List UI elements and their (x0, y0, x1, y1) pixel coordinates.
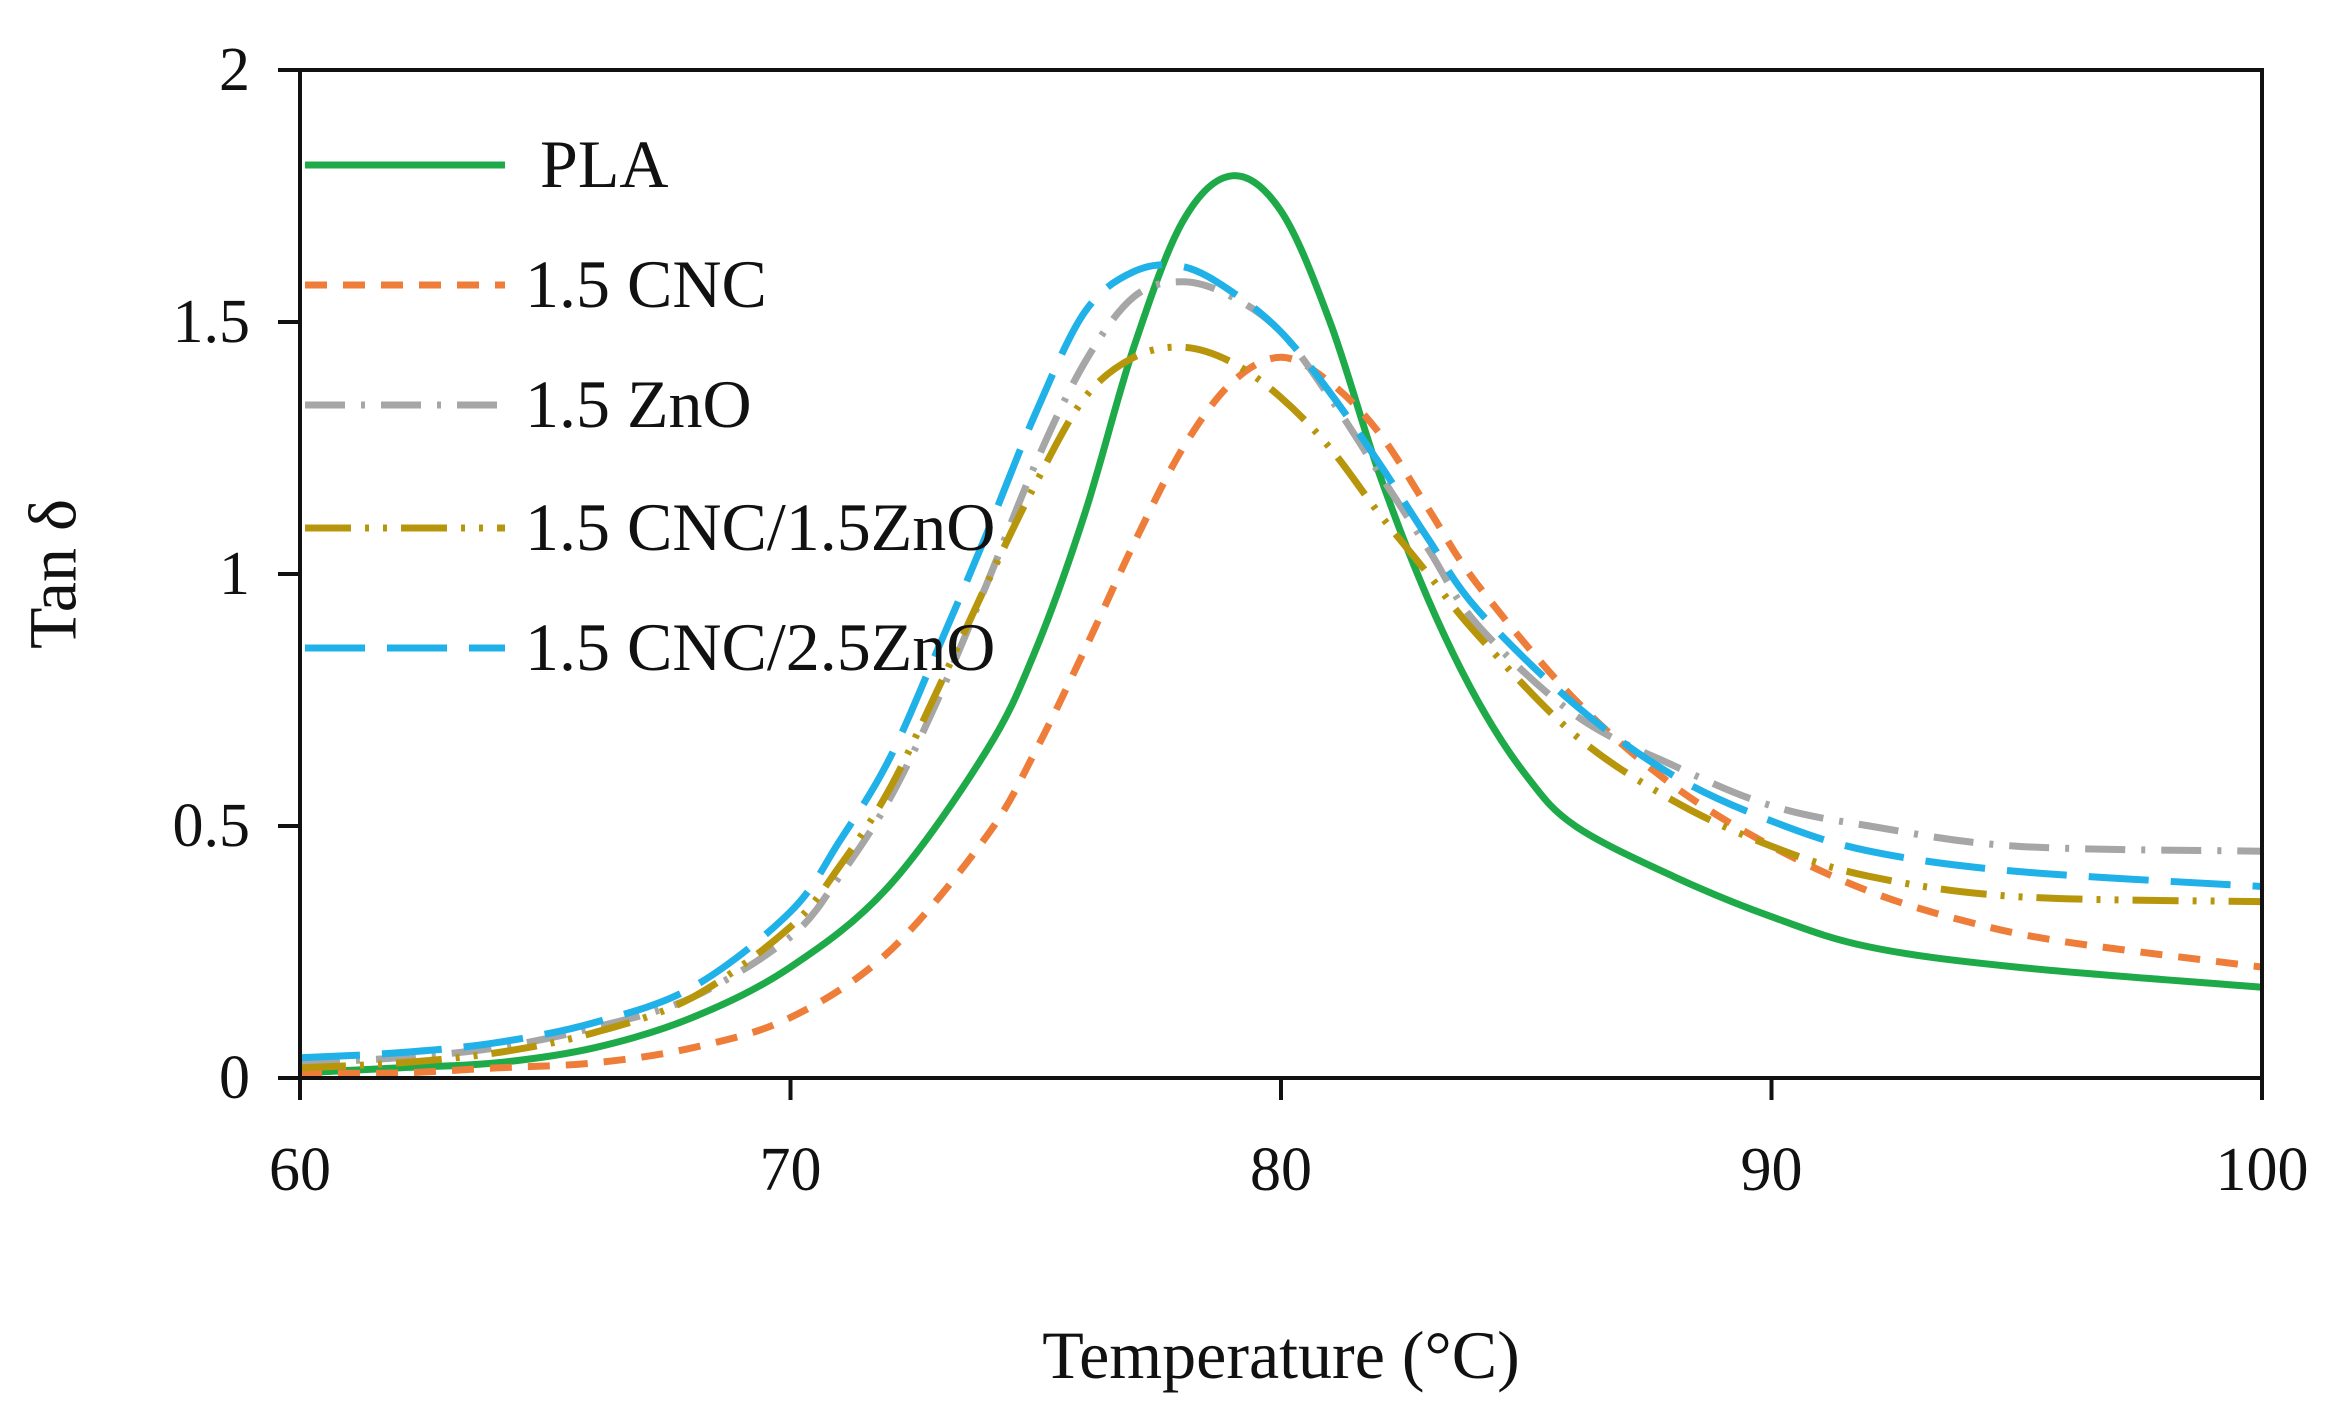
y-axis-title: Tan δ (15, 499, 91, 649)
legend: PLA 1.5 CNC 1.5 ZnO 1.5 CNC/1.5ZnO 1.5 CNC/2… (305, 126, 995, 685)
x-tick-label: 60 (269, 1136, 331, 1204)
legend-label-1-5-cnc: 1.5 CNC (525, 246, 767, 322)
y-tick-label: 0.5 (173, 792, 251, 860)
legend-label-1-5-zno: 1.5 ZnO (525, 366, 752, 442)
ticks-layer: 60 70 80 90 100 0 0.5 1 1.5 2 (173, 36, 2309, 1204)
x-tick-label: 90 (1741, 1136, 1803, 1204)
plot-frame (298, 68, 2264, 1080)
series-layer (299, 172, 2263, 1077)
x-tick-label: 70 (760, 1136, 822, 1204)
series-line-1-5-cnc-1-5zno (299, 343, 2263, 1072)
legend-label-1-5-cnc-1-5zno: 1.5 CNC/1.5ZnO (525, 489, 995, 565)
legend-label-1-5-cnc-2-5zno: 1.5 CNC/2.5ZnO (525, 609, 995, 685)
series-line-1-5-cnc (299, 353, 2263, 1077)
y-tick-label: 2 (219, 36, 250, 104)
x-axis-title: Temperature (°C) (1042, 1317, 1519, 1393)
x-tick-label: 80 (1250, 1136, 1312, 1204)
y-tick-label: 0 (219, 1044, 250, 1112)
y-tick-label: 1 (219, 540, 250, 608)
series-line-1-5-cnc-2-5zno (299, 261, 2263, 1062)
x-tick-label: 100 (2216, 1136, 2309, 1204)
legend-label-pla: PLA (540, 126, 668, 202)
series-line-pla (299, 172, 2263, 1077)
y-tick-label: 1.5 (173, 288, 251, 356)
